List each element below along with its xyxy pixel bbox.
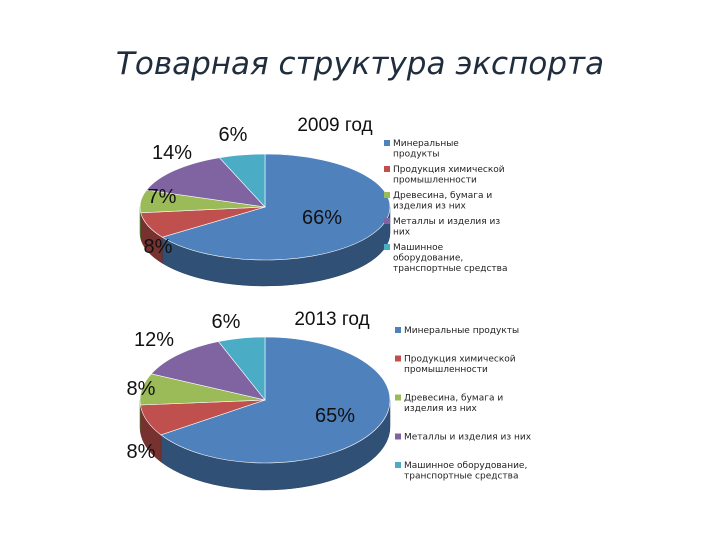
legend-label-1-4-0: Машинное оборудование,: [404, 461, 527, 471]
slice-label-0-3: 14%: [152, 142, 192, 164]
slice-label-1-3: 12%: [134, 329, 174, 351]
slice-label-1-4: 6%: [212, 311, 241, 333]
chart-year-title-1: 2013 год: [294, 309, 369, 330]
legend-label-0-2-0: Древесина, бумага и: [393, 191, 492, 201]
pie-slice-0-0: [161, 153, 391, 261]
legend-label-0-4-0: Машинное: [393, 243, 444, 253]
pie-slice-1-4: [218, 336, 266, 401]
legend-swatch-1-2: [395, 394, 401, 401]
legend-label-1-1-0: Продукция химической: [404, 355, 516, 365]
legend-label-0-0-0: Минеральные: [393, 139, 459, 149]
legend-label-0-3-0: Металлы и изделия из: [393, 217, 500, 227]
slice-label-1-2: 8%: [127, 378, 156, 400]
legend-label-1-1-1: промышленности: [404, 365, 488, 375]
slice-label-0-1: 8%: [144, 236, 173, 258]
pie-slice-0-4: [218, 153, 266, 208]
legend-swatch-0-3: [384, 218, 390, 224]
legend-label-0-4-2: транспортные средства: [393, 264, 507, 274]
legend-label-0-1-1: промышленности: [393, 176, 477, 186]
slice-label-1-0: 65%: [315, 405, 355, 427]
legend-label-1-3-0: Металлы и изделия из них: [404, 433, 532, 443]
legend-swatch-0-0: [384, 140, 390, 146]
legend-label-0-3-1: них: [393, 228, 411, 238]
slide-title: Товарная структура экспорта: [115, 46, 605, 82]
slice-label-0-2: 7%: [148, 186, 177, 208]
legend-swatch-0-1: [384, 166, 390, 172]
slice-label-1-1: 8%: [127, 441, 156, 463]
legend-swatch-0-2: [384, 192, 390, 198]
legend-label-1-0-0: Минеральные продукты: [404, 326, 519, 336]
slice-label-0-4: 6%: [219, 124, 248, 146]
pie-chart-1: 65% 8% 8% 12% 6% 2013 год Минеральные продукты…: [127, 309, 532, 491]
legend-swatch-1-1: [395, 355, 401, 362]
chart-year-title-0: 2009 год: [297, 115, 372, 136]
pie-slice-0-3: [146, 157, 266, 208]
legend-label-0-0-1: продукты: [393, 150, 439, 160]
legend-swatch-1-0: [395, 327, 401, 333]
legend-label-0-2-1: изделия из них: [393, 202, 467, 212]
slice-label-0-0: 66%: [302, 207, 342, 229]
legend-label-0-1-0: Продукция химической: [393, 165, 505, 175]
legend-swatch-1-4: [395, 462, 401, 468]
legend-label-0-4-1: оборудование,: [393, 254, 463, 264]
pie-slice-1-0: [160, 336, 391, 464]
pie-slice-1-3: [150, 341, 266, 401]
legend-label-1-2-0: Древесина, бумага и: [404, 394, 503, 404]
legend-swatch-0-4: [384, 244, 390, 250]
legend-label-1-2-1: изделия из них: [404, 404, 478, 414]
legend-swatch-1-3: [395, 433, 401, 440]
legend-label-1-4-1: транспортные средства: [404, 472, 518, 482]
